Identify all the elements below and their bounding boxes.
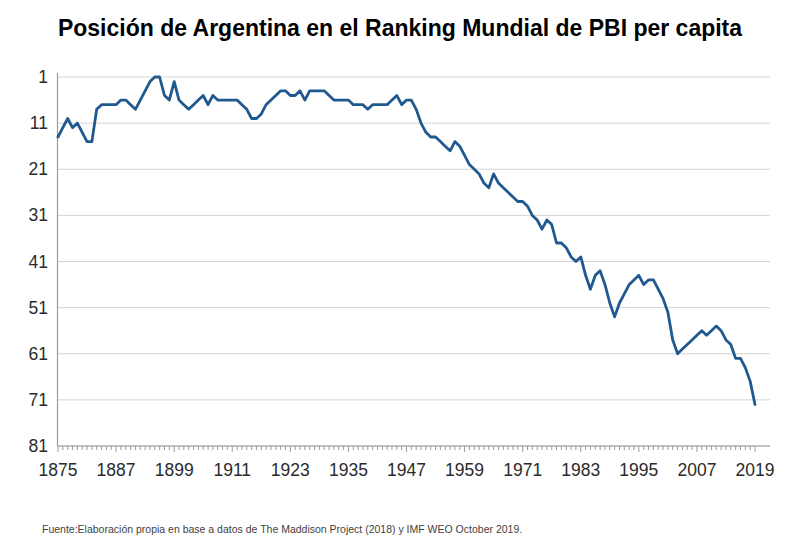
- x-tick-label: 1959: [445, 460, 484, 480]
- x-tick-label: 1983: [561, 460, 600, 480]
- y-tick-label: 1: [38, 67, 48, 87]
- x-tick-label: 1947: [387, 460, 426, 480]
- y-tick-label: 71: [29, 390, 48, 410]
- gridlines: [58, 77, 771, 446]
- x-tick-label: 1935: [329, 460, 368, 480]
- y-tick-label: 31: [29, 205, 48, 225]
- source-note: Fuente:Elaboración propia en base a dato…: [42, 523, 522, 535]
- x-tick-label: 2019: [736, 460, 775, 480]
- axes: [58, 73, 771, 446]
- x-tick-label: 1911: [213, 460, 251, 480]
- x-tick-label: 2007: [677, 460, 716, 480]
- y-axis-labels: 11121314151617181: [29, 67, 48, 456]
- x-tick-label: 1995: [619, 460, 658, 480]
- x-tick-label: 1971: [503, 460, 542, 480]
- y-tick-label: 11: [30, 113, 48, 133]
- line-chart: 1112131415161718118751887189919111923193…: [0, 0, 800, 551]
- y-tick-label: 81: [29, 436, 48, 456]
- y-tick-label: 21: [29, 159, 48, 179]
- y-tick-label: 41: [29, 252, 48, 272]
- x-tick-label: 1875: [39, 460, 78, 480]
- chart-page: Posición de Argentina en el Ranking Mund…: [0, 0, 800, 551]
- y-tick-label: 51: [29, 298, 48, 318]
- x-tick-label: 1887: [97, 460, 136, 480]
- y-tick-label: 61: [29, 344, 48, 364]
- x-axis-ticks: [58, 446, 755, 452]
- x-tick-label: 1923: [271, 460, 310, 480]
- data-line: [58, 77, 755, 405]
- x-axis-labels: 1875 1887 1899 1911 1923 1935 1947 1959 1971 1983…: [39, 460, 775, 480]
- x-tick-label: 1899: [155, 460, 194, 480]
